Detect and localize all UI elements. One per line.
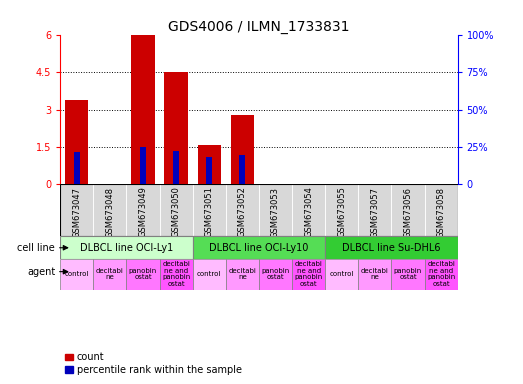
- Bar: [160, 184, 192, 236]
- Text: decitabi
ne and
panobin
ostat: decitabi ne and panobin ostat: [162, 262, 190, 287]
- Bar: [127, 184, 160, 236]
- Text: GSM673056: GSM673056: [403, 187, 413, 238]
- Text: GSM673049: GSM673049: [139, 187, 147, 237]
- Bar: [325, 260, 358, 290]
- Text: decitabi
ne and
panobin
ostat: decitabi ne and panobin ostat: [294, 262, 323, 287]
- Text: control: control: [329, 271, 354, 277]
- Bar: [192, 184, 226, 236]
- Bar: [292, 260, 325, 290]
- Bar: [206, 157, 212, 184]
- Text: decitabi
ne and
panobin
ostat: decitabi ne and panobin ostat: [427, 262, 455, 287]
- Bar: [240, 154, 245, 184]
- Bar: [226, 184, 259, 236]
- Text: GSM673058: GSM673058: [437, 187, 446, 238]
- Bar: [164, 72, 188, 184]
- Bar: [325, 236, 458, 260]
- Bar: [259, 184, 292, 236]
- Bar: [131, 35, 155, 184]
- Text: GSM673054: GSM673054: [304, 187, 313, 237]
- Text: cell line: cell line: [17, 243, 55, 253]
- Bar: [60, 184, 93, 236]
- Legend: count, percentile rank within the sample: count, percentile rank within the sample: [65, 353, 242, 375]
- Text: GSM673053: GSM673053: [271, 187, 280, 238]
- Bar: [173, 151, 179, 184]
- Text: DLBCL line Su-DHL6: DLBCL line Su-DHL6: [342, 243, 441, 253]
- Bar: [259, 260, 292, 290]
- Bar: [93, 260, 127, 290]
- Text: GSM673057: GSM673057: [370, 187, 379, 238]
- Bar: [65, 99, 88, 184]
- Bar: [160, 260, 192, 290]
- Text: decitabi
ne: decitabi ne: [361, 268, 389, 280]
- Bar: [192, 236, 325, 260]
- Bar: [93, 184, 127, 236]
- Bar: [231, 114, 254, 184]
- Bar: [60, 260, 93, 290]
- Text: DLBCL line OCI-Ly10: DLBCL line OCI-Ly10: [209, 243, 309, 253]
- Text: GSM673052: GSM673052: [238, 187, 247, 237]
- Bar: [140, 147, 146, 184]
- Bar: [425, 184, 458, 236]
- Bar: [325, 184, 358, 236]
- Bar: [391, 260, 425, 290]
- Text: agent: agent: [27, 266, 55, 276]
- Text: GSM673055: GSM673055: [337, 187, 346, 237]
- Text: GSM673048: GSM673048: [105, 187, 115, 238]
- Text: GSM673047: GSM673047: [72, 187, 81, 238]
- Text: control: control: [64, 271, 89, 277]
- Text: decitabi
ne: decitabi ne: [96, 268, 124, 280]
- Bar: [358, 260, 391, 290]
- Bar: [60, 236, 192, 260]
- Bar: [198, 144, 221, 184]
- Text: decitabi
ne: decitabi ne: [229, 268, 256, 280]
- Bar: [192, 260, 226, 290]
- Bar: [358, 184, 391, 236]
- Bar: [391, 184, 425, 236]
- Bar: [226, 260, 259, 290]
- Bar: [74, 152, 79, 184]
- Bar: [292, 184, 325, 236]
- Text: GSM673051: GSM673051: [204, 187, 214, 237]
- Bar: [127, 260, 160, 290]
- Text: GSM673050: GSM673050: [172, 187, 180, 237]
- Text: control: control: [197, 271, 221, 277]
- Text: panobin
ostat: panobin ostat: [394, 268, 422, 280]
- Title: GDS4006 / ILMN_1733831: GDS4006 / ILMN_1733831: [168, 20, 350, 33]
- Text: panobin
ostat: panobin ostat: [129, 268, 157, 280]
- Text: panobin
ostat: panobin ostat: [262, 268, 290, 280]
- Bar: [425, 260, 458, 290]
- Text: DLBCL line OCI-Ly1: DLBCL line OCI-Ly1: [80, 243, 173, 253]
